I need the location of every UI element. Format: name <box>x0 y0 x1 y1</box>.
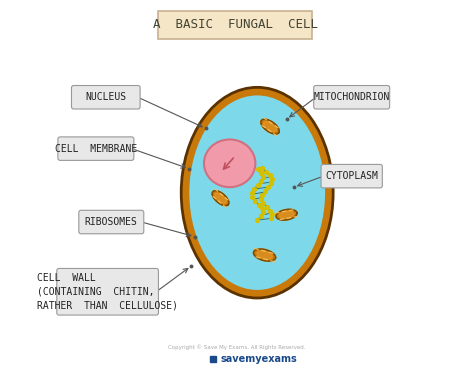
Text: savemyexams: savemyexams <box>220 354 297 364</box>
FancyBboxPatch shape <box>79 210 144 234</box>
Polygon shape <box>257 251 272 259</box>
Ellipse shape <box>204 139 255 187</box>
Text: CELL  WALL
(CONTAINING  CHITIN,
RATHER  THAN  CELLULOSE): CELL WALL (CONTAINING CHITIN, RATHER THA… <box>37 273 178 311</box>
FancyBboxPatch shape <box>72 86 140 109</box>
Polygon shape <box>279 211 294 218</box>
FancyBboxPatch shape <box>321 164 383 188</box>
Polygon shape <box>254 249 275 261</box>
Text: A  BASIC  FUNGAL  CELL: A BASIC FUNGAL CELL <box>153 18 318 31</box>
Polygon shape <box>215 193 227 203</box>
Text: NUCLEUS: NUCLEUS <box>85 92 127 102</box>
FancyBboxPatch shape <box>158 11 312 39</box>
Text: CYTOPLASM: CYTOPLASM <box>325 171 378 181</box>
Polygon shape <box>261 119 279 134</box>
FancyBboxPatch shape <box>314 86 390 109</box>
Ellipse shape <box>181 87 333 298</box>
Text: RIBOSOMES: RIBOSOMES <box>85 217 138 227</box>
Text: MITOCHONDRION: MITOCHONDRION <box>313 92 390 102</box>
FancyBboxPatch shape <box>57 269 158 315</box>
Polygon shape <box>276 209 297 220</box>
Text: Copyright © Save My Exams. All Rights Reserved.: Copyright © Save My Exams. All Rights Re… <box>168 344 306 350</box>
Polygon shape <box>212 191 229 206</box>
Text: CELL  MEMBRANE: CELL MEMBRANE <box>55 143 137 154</box>
FancyBboxPatch shape <box>58 137 134 160</box>
Polygon shape <box>264 121 276 132</box>
Ellipse shape <box>189 95 325 290</box>
